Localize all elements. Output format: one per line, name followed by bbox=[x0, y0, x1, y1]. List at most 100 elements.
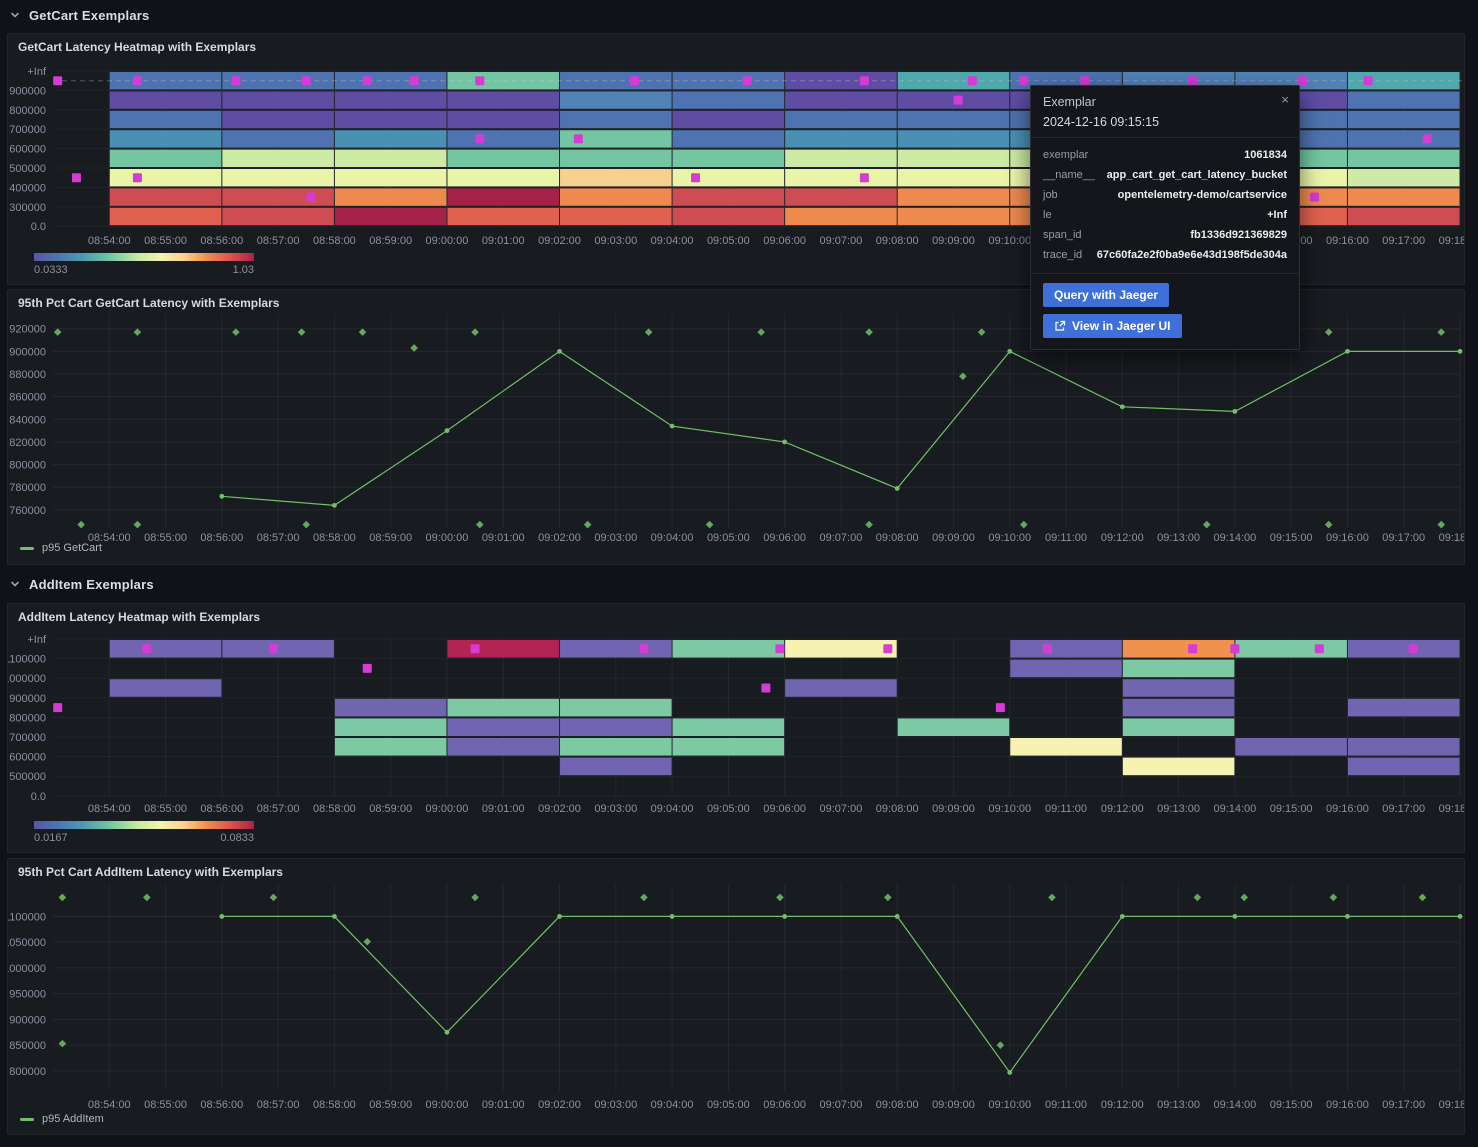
exemplar-marker[interactable] bbox=[859, 76, 869, 86]
heatmap-cell[interactable] bbox=[560, 110, 672, 129]
heatmap-cell[interactable] bbox=[334, 149, 447, 167]
exemplar-diamond[interactable] bbox=[1437, 328, 1446, 336]
heatmap-cell[interactable] bbox=[1122, 640, 1235, 658]
exemplar-diamond[interactable] bbox=[1048, 893, 1056, 902]
heatmap-cell[interactable] bbox=[1347, 738, 1460, 756]
exemplar-marker[interactable] bbox=[761, 683, 771, 693]
exemplar-diamond[interactable] bbox=[471, 893, 479, 902]
heatmap-cell[interactable] bbox=[334, 718, 447, 736]
exemplar-diamond[interactable] bbox=[977, 328, 986, 336]
exemplar-marker[interactable] bbox=[1188, 644, 1198, 654]
exemplar-marker[interactable] bbox=[362, 663, 372, 673]
heatmap-cell[interactable] bbox=[560, 757, 672, 776]
exemplar-marker[interactable] bbox=[691, 173, 701, 183]
exemplar-marker[interactable] bbox=[53, 703, 63, 713]
exemplar-diamond[interactable] bbox=[302, 520, 311, 529]
heatmap-cell[interactable] bbox=[560, 91, 672, 109]
heatmap-cell[interactable] bbox=[334, 169, 447, 187]
heatmap-cell[interactable] bbox=[897, 149, 1010, 167]
heatmap-cell[interactable] bbox=[109, 640, 222, 658]
data-point[interactable] bbox=[1345, 914, 1350, 919]
legend-item-p95-additem[interactable]: p95 AddItem bbox=[20, 1113, 104, 1125]
heatmap-cell[interactable] bbox=[447, 130, 560, 148]
heatmap-cell[interactable] bbox=[897, 169, 1010, 187]
exemplar-marker[interactable] bbox=[1080, 76, 1090, 86]
data-point[interactable] bbox=[444, 1029, 450, 1035]
heatmap-cell[interactable] bbox=[447, 72, 560, 90]
heatmap-cell[interactable] bbox=[447, 738, 560, 756]
heatmap-cell[interactable] bbox=[785, 640, 897, 658]
exemplar-marker[interactable] bbox=[995, 703, 1005, 713]
section-row-additem[interactable]: AddItem Exemplars bbox=[10, 572, 154, 596]
exemplar-diamond[interactable] bbox=[757, 328, 765, 336]
exemplar-marker[interactable] bbox=[142, 644, 152, 654]
heatmap-cell[interactable] bbox=[1347, 207, 1460, 226]
data-point[interactable] bbox=[1007, 1070, 1013, 1075]
heatmap-cell[interactable] bbox=[447, 207, 560, 226]
exemplar-diamond[interactable] bbox=[58, 1039, 67, 1048]
exemplar-marker[interactable] bbox=[1314, 644, 1324, 654]
heatmap-cell[interactable] bbox=[447, 718, 560, 736]
exemplar-diamond[interactable] bbox=[996, 1041, 1005, 1049]
exemplar-marker[interactable] bbox=[301, 76, 311, 86]
data-point[interactable] bbox=[782, 439, 788, 445]
heatmap-cell[interactable] bbox=[109, 149, 222, 167]
heatmap-cell[interactable] bbox=[785, 188, 897, 206]
data-point[interactable] bbox=[894, 914, 900, 919]
exemplar-diamond[interactable] bbox=[865, 328, 873, 336]
heatmap-cell[interactable] bbox=[1347, 757, 1460, 776]
data-point[interactable] bbox=[1119, 404, 1125, 410]
heatmap-cell[interactable] bbox=[1347, 130, 1460, 148]
exemplar-diamond[interactable] bbox=[644, 328, 653, 336]
heatmap-cell[interactable] bbox=[334, 188, 447, 206]
exemplar-marker[interactable] bbox=[470, 644, 480, 654]
exemplar-diamond[interactable] bbox=[959, 372, 967, 381]
exemplar-marker[interactable] bbox=[1019, 76, 1029, 86]
data-point[interactable] bbox=[219, 914, 225, 919]
heatmap-cell[interactable] bbox=[334, 698, 447, 717]
exemplar-marker[interactable] bbox=[409, 76, 419, 86]
heatmap-cell[interactable] bbox=[785, 207, 897, 226]
data-point[interactable] bbox=[1345, 348, 1350, 354]
exemplar-diamond[interactable] bbox=[1020, 520, 1028, 529]
heatmap-cell[interactable] bbox=[672, 188, 785, 206]
exemplar-diamond[interactable] bbox=[53, 328, 62, 336]
heatmap-cell[interactable] bbox=[560, 640, 672, 658]
exemplar-marker[interactable] bbox=[231, 76, 241, 86]
data-point[interactable] bbox=[894, 485, 900, 491]
heatmap-cell[interactable] bbox=[1347, 149, 1460, 167]
exemplar-diamond[interactable] bbox=[133, 328, 142, 336]
heatmap-cell[interactable] bbox=[109, 130, 222, 148]
heatmap-cell[interactable] bbox=[785, 149, 897, 167]
heatmap-cell[interactable] bbox=[897, 91, 1010, 109]
exemplar-diamond[interactable] bbox=[1324, 520, 1333, 529]
exemplar-diamond[interactable] bbox=[363, 937, 372, 946]
heatmap-cell[interactable] bbox=[560, 130, 672, 148]
exemplar-marker[interactable] bbox=[1310, 192, 1320, 202]
heatmap-cell[interactable] bbox=[672, 91, 785, 109]
data-point[interactable] bbox=[1457, 348, 1463, 354]
heatmap-cell[interactable] bbox=[447, 149, 560, 167]
heatmap-cell[interactable] bbox=[109, 169, 222, 187]
exemplar-marker[interactable] bbox=[1297, 76, 1307, 86]
heatmap-cell[interactable] bbox=[222, 130, 334, 148]
data-point[interactable] bbox=[557, 914, 562, 919]
heatmap-cell[interactable] bbox=[672, 738, 785, 756]
data-point[interactable] bbox=[1232, 408, 1238, 414]
exemplar-marker[interactable] bbox=[859, 173, 869, 183]
heatmap-cell[interactable] bbox=[222, 169, 334, 187]
heatmap-cell[interactable] bbox=[334, 207, 447, 226]
heatmap-cell[interactable] bbox=[560, 149, 672, 167]
query-with-jaeger-button[interactable]: Query with Jaeger bbox=[1043, 283, 1170, 307]
data-point[interactable] bbox=[1119, 914, 1125, 919]
heatmap-cell[interactable] bbox=[1235, 640, 1347, 658]
exemplar-diamond[interactable] bbox=[1193, 893, 1202, 902]
heatmap-cell[interactable] bbox=[560, 698, 672, 717]
legend-item-p95-getcart[interactable]: p95 GetCart bbox=[20, 542, 102, 554]
heatmap-cell[interactable] bbox=[785, 91, 897, 109]
data-point[interactable] bbox=[669, 914, 675, 919]
heatmap-cell[interactable] bbox=[672, 169, 785, 187]
heatmap-cell[interactable] bbox=[785, 679, 897, 697]
exemplar-diamond[interactable] bbox=[475, 520, 484, 529]
heatmap-cell[interactable] bbox=[1347, 91, 1460, 109]
